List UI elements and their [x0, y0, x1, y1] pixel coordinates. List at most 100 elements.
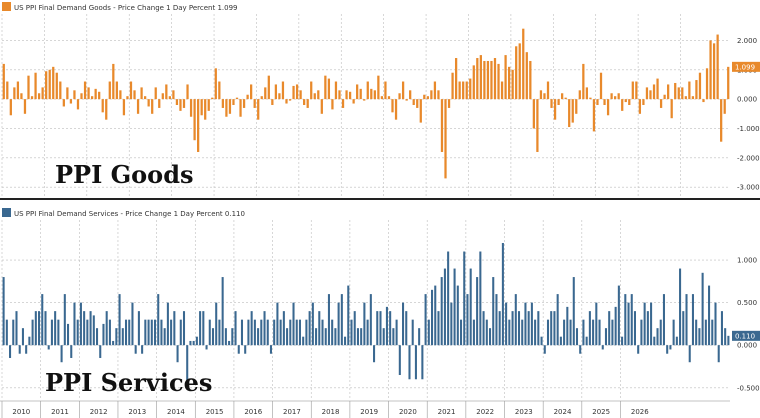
- services-bar: [405, 311, 408, 346]
- goods-bar: [119, 90, 122, 100]
- goods-bar: [140, 87, 143, 100]
- services-bar: [566, 306, 569, 346]
- services-y-tick-label: 1.000: [737, 257, 757, 265]
- services-bar: [128, 319, 131, 346]
- goods-bar: [313, 93, 316, 100]
- goods-bar: [179, 99, 182, 111]
- services-bar: [595, 302, 598, 346]
- goods-bar: [6, 81, 9, 100]
- x-tick-label: 2016: [244, 408, 262, 416]
- goods-bar: [582, 63, 585, 100]
- goods-bar: [327, 78, 331, 100]
- services-bar: [350, 319, 353, 346]
- goods-bar: [709, 40, 712, 100]
- services-bar: [279, 319, 282, 346]
- goods-legend-swatch: [2, 2, 11, 11]
- services-bar: [701, 272, 704, 346]
- services-bar: [572, 277, 575, 346]
- services-bar: [598, 319, 601, 346]
- goods-bar: [13, 87, 16, 100]
- services-bar: [311, 302, 314, 346]
- services-bar: [724, 328, 727, 346]
- services-bar: [530, 302, 533, 346]
- services-bar: [202, 311, 205, 346]
- goods-bar: [370, 88, 373, 100]
- goods-bar: [175, 99, 179, 105]
- goods-bar: [278, 93, 281, 100]
- goods-bar: [670, 99, 673, 119]
- services-bar: [389, 311, 392, 346]
- services-bar: [672, 319, 675, 346]
- goods-bar: [218, 81, 221, 100]
- goods-bar: [264, 87, 267, 100]
- goods-bar: [589, 97, 592, 100]
- goods-y-tick-label: 2.000: [737, 37, 757, 45]
- goods-bar: [649, 90, 652, 100]
- goods-bar: [497, 63, 500, 100]
- goods-bar: [200, 99, 203, 116]
- services-bar: [276, 302, 279, 346]
- x-axis: 2010 2011 2012 2013 2014 2015 2016 2017 2018 2019…: [0, 400, 730, 418]
- services-bar: [543, 345, 546, 354]
- goods-bar: [532, 99, 535, 129]
- services-bar: [153, 319, 157, 346]
- goods-bar: [292, 85, 295, 100]
- services-bar: [450, 302, 453, 346]
- goods-bar: [688, 81, 691, 100]
- services-bar: [611, 319, 614, 346]
- services-bar: [144, 319, 147, 346]
- services-bar: [234, 311, 237, 346]
- services-bar: [244, 345, 247, 354]
- goods-bar: [253, 99, 256, 108]
- services-bar: [89, 311, 92, 346]
- goods-bar: [363, 99, 366, 101]
- goods-bar: [48, 69, 51, 100]
- services-bar: [38, 311, 41, 346]
- goods-bar: [599, 72, 603, 100]
- goods-bar: [515, 46, 518, 100]
- services-bar: [643, 302, 646, 346]
- goods-bar: [23, 99, 27, 114]
- x-tick-label: 2013: [128, 408, 146, 416]
- services-bar: [173, 311, 176, 346]
- goods-bar: [242, 99, 246, 108]
- services-bar: [447, 251, 450, 346]
- goods-bar: [511, 69, 514, 100]
- goods-bar: [225, 99, 228, 117]
- goods-bar: [59, 81, 62, 100]
- goods-bar: [334, 81, 338, 100]
- goods-bar: [267, 75, 270, 100]
- goods-last-value-tag: [732, 61, 760, 72]
- services-bar: [340, 294, 343, 346]
- services-bar: [157, 294, 160, 346]
- goods-bar: [667, 84, 670, 100]
- services-bar: [231, 328, 234, 346]
- goods-bar: [295, 84, 299, 100]
- goods-bar: [214, 68, 217, 100]
- goods-bar: [186, 84, 189, 100]
- services-bar: [627, 302, 630, 346]
- goods-bar: [122, 99, 126, 116]
- services-bar: [347, 285, 350, 346]
- goods-bar: [712, 43, 716, 100]
- goods-bar: [303, 99, 306, 105]
- services-bar: [79, 302, 82, 346]
- services-bar: [479, 251, 482, 346]
- goods-bar: [239, 99, 242, 117]
- goods-bar: [451, 72, 454, 100]
- services-y-tick-label: -0.500: [737, 384, 760, 392]
- services-bar: [321, 319, 324, 346]
- goods-bar: [423, 94, 426, 100]
- goods-bar: [525, 52, 528, 100]
- goods-bar: [437, 90, 440, 100]
- services-bar: [492, 277, 495, 346]
- services-bar: [688, 345, 691, 363]
- services-bar: [559, 336, 562, 346]
- goods-bar: [204, 99, 207, 120]
- goods-bar: [561, 93, 564, 100]
- goods-bar: [539, 90, 543, 100]
- services-bar: [9, 345, 12, 358]
- goods-bar: [324, 75, 327, 100]
- goods-bar: [702, 99, 705, 103]
- services-bar: [205, 345, 208, 350]
